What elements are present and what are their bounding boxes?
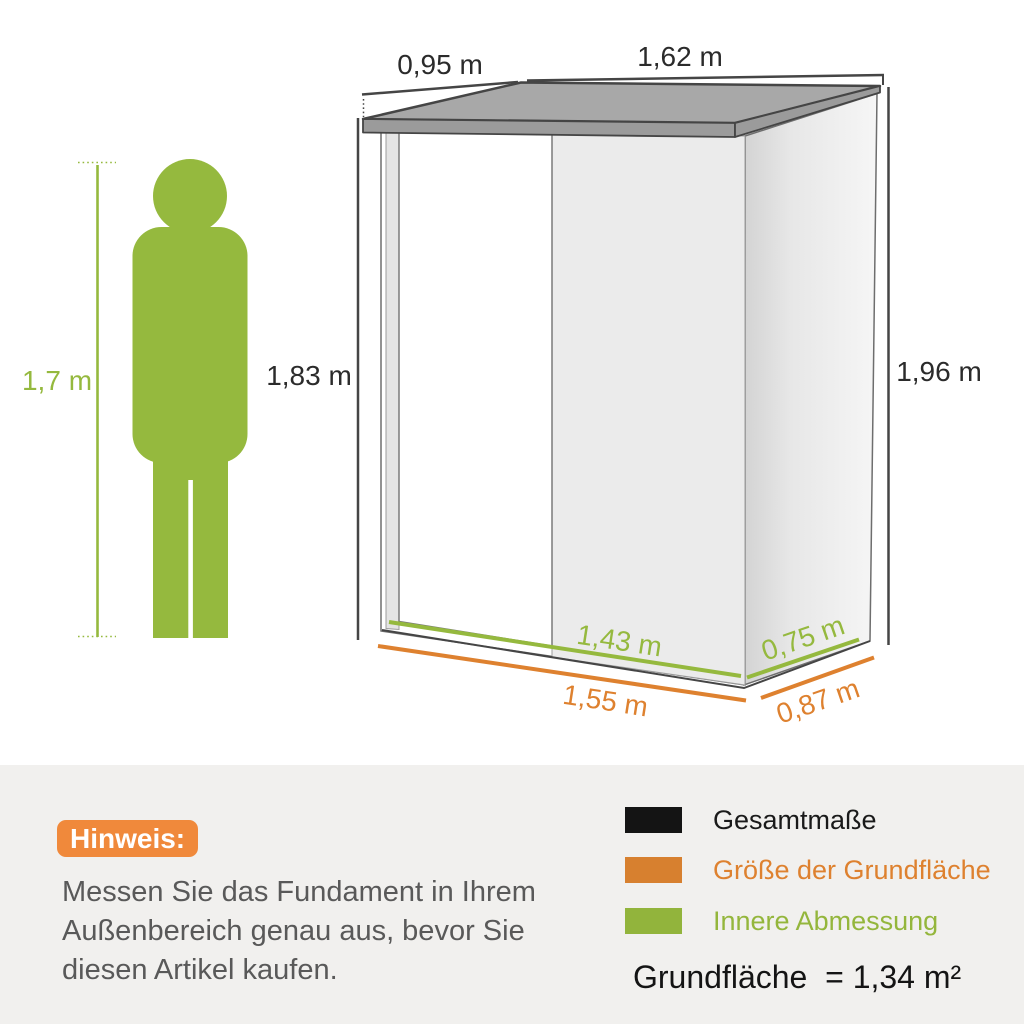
shed-body [380,92,878,690]
info-panel: Hinweis: Messen Sie das Fundament in Ihr… [0,765,1024,1024]
shed-roof [361,81,882,138]
roof-width-line [526,73,885,82]
legend-swatch-green [625,908,682,934]
person-figure [132,159,248,638]
legend-label-overall: Gesamtmaße [713,804,877,835]
note-line-1: Messen Sie das Fundament in Ihrem [62,876,536,908]
footprint-depth-label: 0,87 m [772,672,863,729]
roof-width-label: 1,62 m [637,41,723,72]
inner-depth-line [746,637,860,680]
roof-right-fascia [734,85,881,138]
shed-base-outline [381,629,871,690]
footprint-width-line [377,644,747,703]
legend-label-inner: Innere Abmessung [713,905,939,936]
shed-side-wall [743,92,878,687]
legend-item-inner: Innere Abmessung [625,905,939,936]
note-text: Messen Sie das Fundament in Ihrem Außenb… [62,873,622,990]
person-torso [132,227,248,463]
person-height-dimension [78,161,116,638]
inner-width-line [388,620,742,678]
legend-swatch-orange [625,857,682,883]
footprint-area-text: Grundfläche = 1,34 m² [633,959,962,995]
footprint-dimension-lines [377,644,875,703]
legend-item-overall: Gesamtmaße [625,804,877,835]
note-badge: Hinweis: [57,820,199,857]
legend-label-footprint: Größe der Grundfläche [713,854,991,885]
person-head [153,159,227,233]
inner-dimension-lines [388,620,860,680]
shed-dimension-drawing: 1,7 m [22,41,982,730]
rear-height-label: 1,96 m [896,356,982,387]
front-height-label: 1,83 m [266,360,352,391]
legend-item-footprint: Größe der Grundfläche [625,854,991,885]
person-height-label: 1,7 m [22,365,92,396]
shed-right-door-panel [551,132,746,686]
roof-depth-label: 0,95 m [397,49,483,80]
shed-left-door-panel [398,130,553,647]
note-line-2: Außenbereich genau aus, bevor Sie [62,915,525,947]
roof-depth-line [361,80,519,96]
overall-dimension-lines [356,73,890,645]
footprint-depth-line [760,655,875,700]
legend-swatch-black [625,807,682,833]
shed-left-frame-strip [385,129,400,631]
note-line-3: diesen Artikel kaufen. [62,954,338,986]
person-leg-divider [188,480,193,638]
